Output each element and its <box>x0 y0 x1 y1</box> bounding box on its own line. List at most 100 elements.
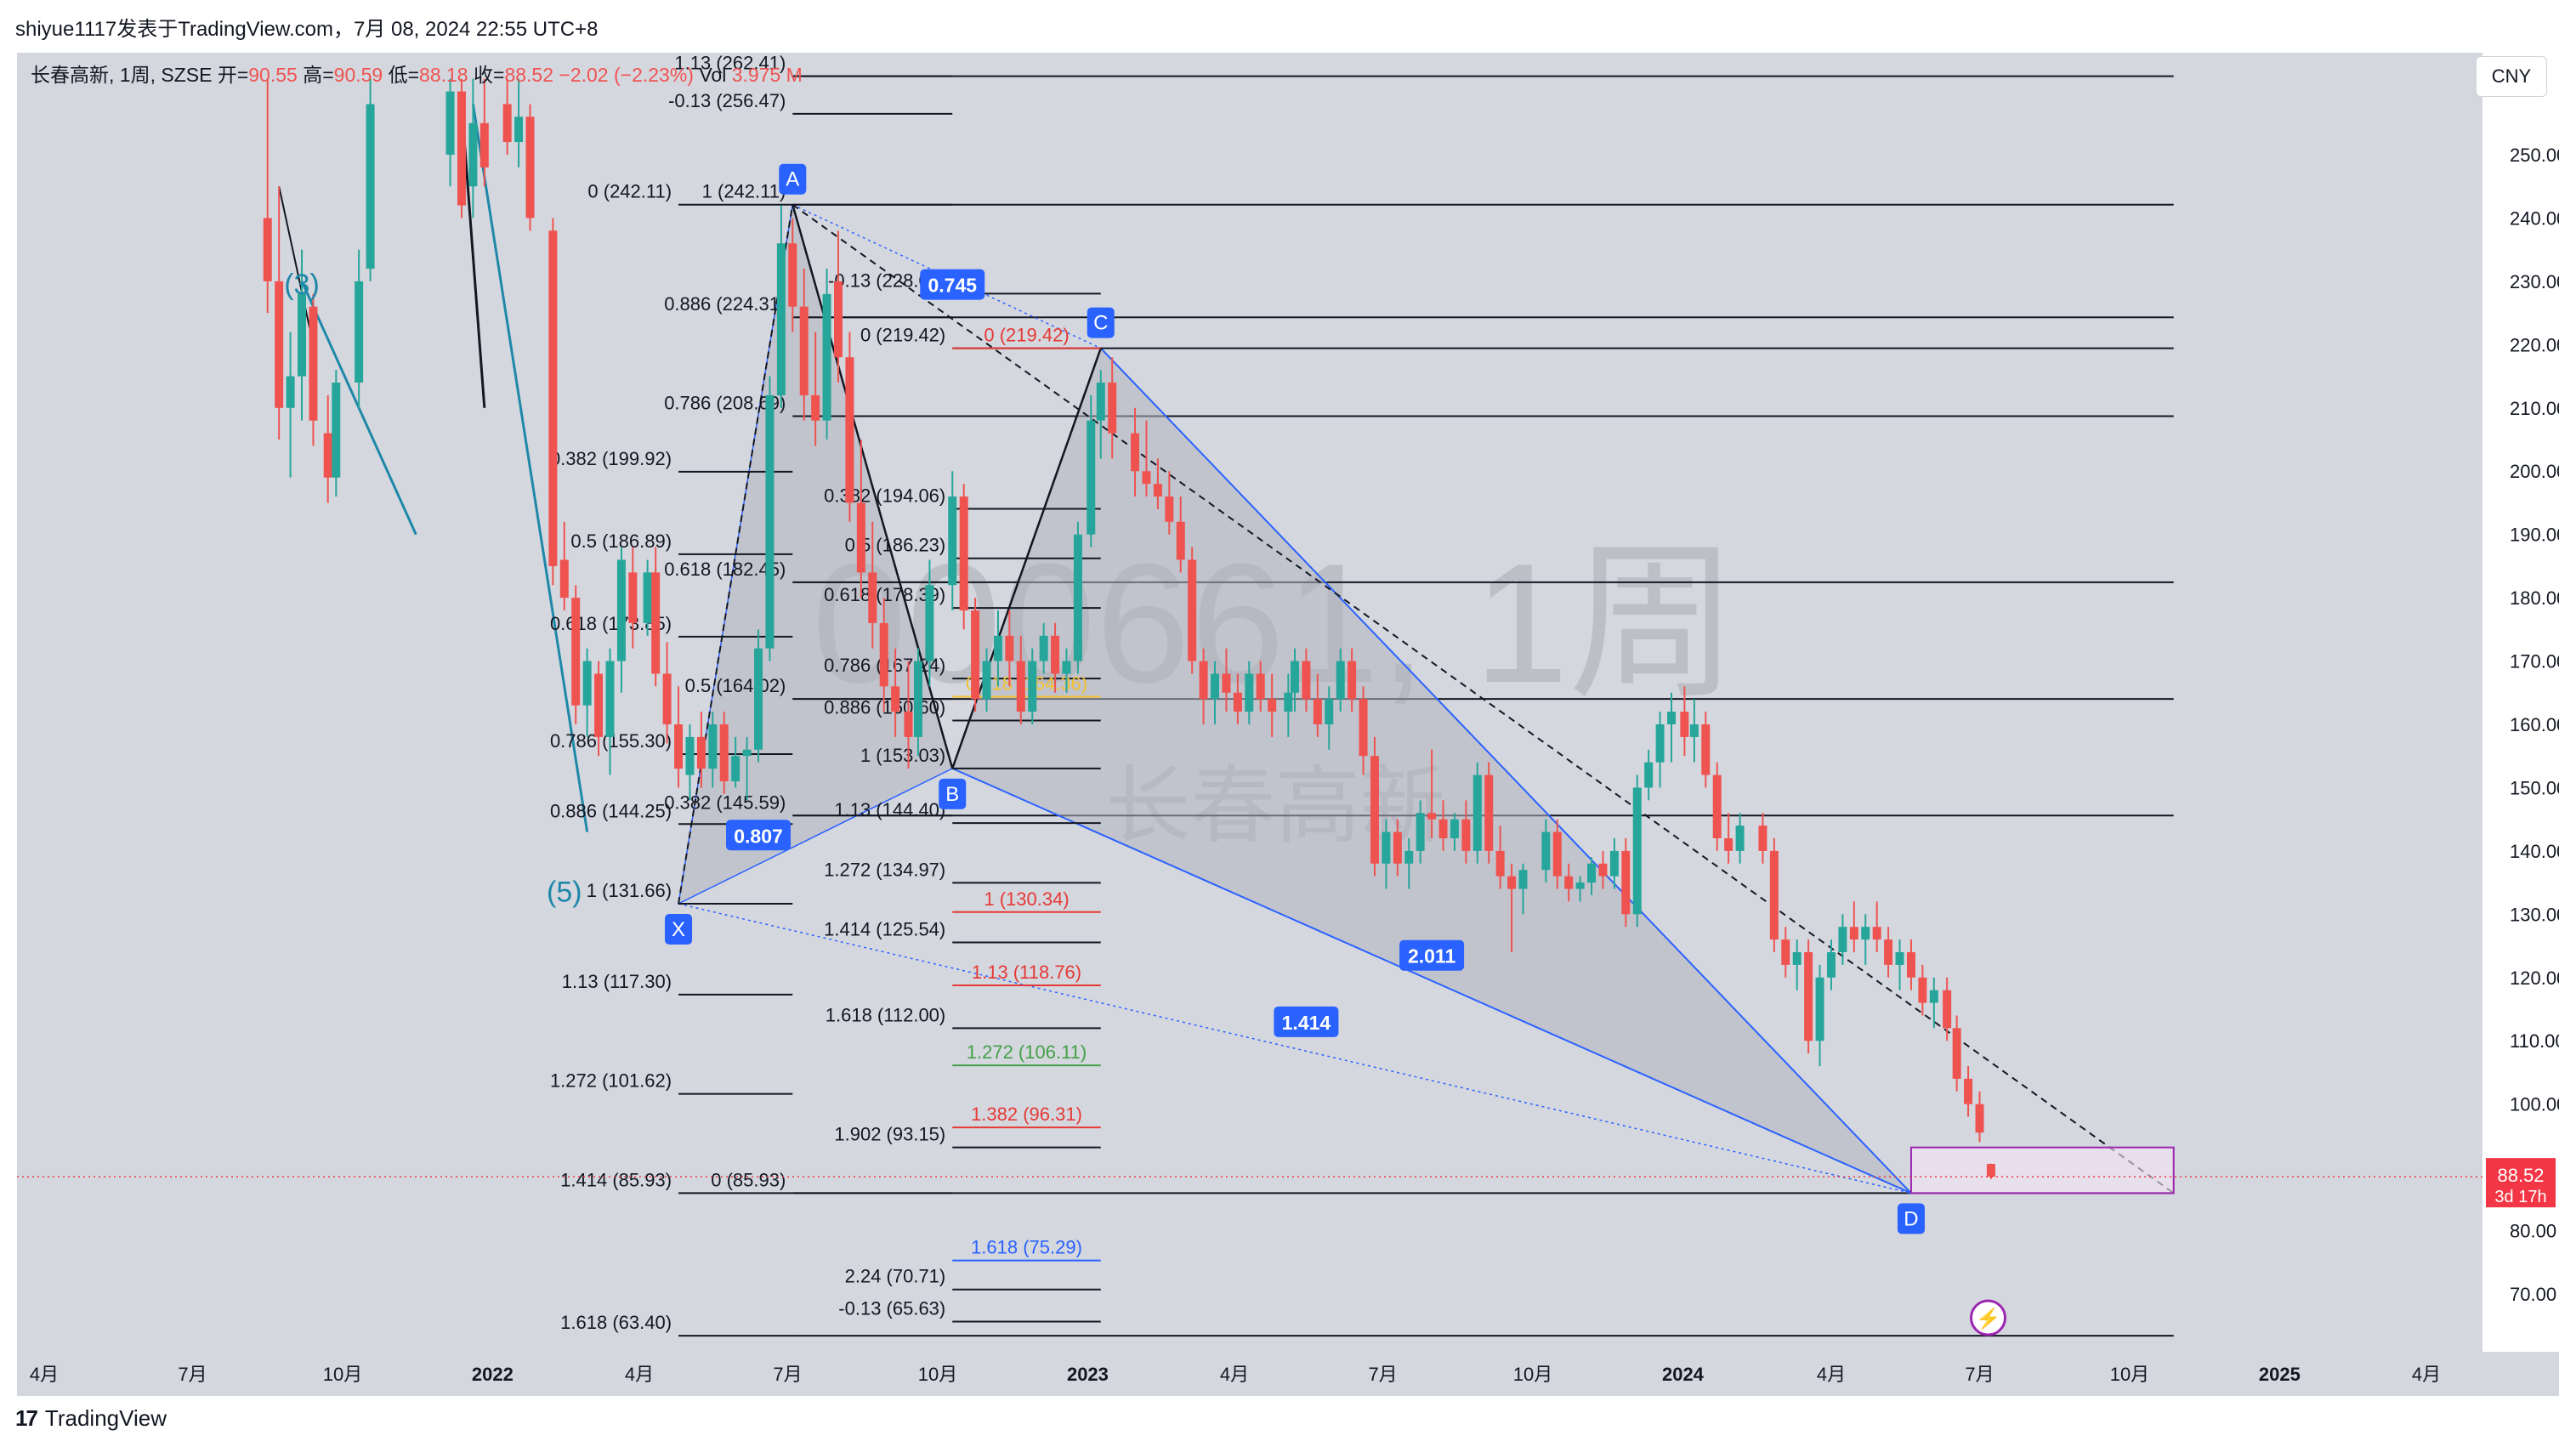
candle-body <box>1005 635 1014 661</box>
candle-body <box>1291 661 1300 693</box>
ratio-badge-bg <box>1399 939 1465 971</box>
candle-body <box>628 572 638 623</box>
price-tick-label: 190.00 <box>2510 525 2559 546</box>
candle-body <box>674 724 684 769</box>
candle-body <box>1450 819 1459 838</box>
xd-ratio-line <box>678 903 1912 1194</box>
candle-body <box>1073 534 1082 661</box>
candle-body <box>1142 471 1151 485</box>
last-price-tag-bg <box>2486 1158 2556 1208</box>
time-axis[interactable]: 4月 7月 10月 2022 4月 7月 10月 2023 4月 7月 10月 2024 4月 7月 10月… <box>17 1352 2559 1396</box>
candle-body <box>1929 990 1938 1003</box>
candle-body <box>468 122 478 187</box>
candle-body <box>355 281 364 383</box>
candle-body <box>1986 1164 1995 1177</box>
candle-body <box>332 383 341 478</box>
time-tick-label: 2022 <box>472 1364 513 1385</box>
candle-body <box>731 756 740 781</box>
candle-body <box>1245 673 1254 712</box>
candle-body <box>993 635 1002 661</box>
fib-level-label: 0.886 (224.31) <box>664 293 786 315</box>
candle-body <box>696 736 706 769</box>
candle-body <box>1062 661 1071 674</box>
candle-body <box>1964 1078 1973 1104</box>
price-axis[interactable]: 70.00 80.00 100.00 110.00 120.00 130.00 140.00… <box>2482 53 2559 1396</box>
candle-body <box>1564 876 1574 889</box>
candle-body <box>1655 724 1665 763</box>
attribution-text: shiyue1117发表于TradingView.com，7月 08, 2024… <box>15 18 599 41</box>
candle-body <box>904 712 913 737</box>
candle-body <box>959 497 968 610</box>
candle-body <box>1587 863 1597 883</box>
time-tick-label: 10月 <box>1513 1364 1552 1385</box>
candle-body <box>1370 756 1379 864</box>
candle-body <box>1268 699 1277 712</box>
candle-body <box>1165 497 1174 522</box>
fib-level-label: 1.618 (75.29) <box>971 1237 1082 1258</box>
candle-body <box>982 661 991 700</box>
fib-level-label: 0 (219.42) <box>860 325 945 346</box>
price-chart[interactable]: 000661, 1周长春高新 0 (242.11)0.382 (199.92)0… <box>17 53 2559 1396</box>
price-tick-label: 70.00 <box>2510 1284 2556 1305</box>
candle-body <box>1609 850 1619 877</box>
currency-button[interactable]: CNY <box>2476 56 2547 97</box>
candle-body <box>1895 952 1904 965</box>
candle-body <box>1495 850 1505 877</box>
fib-level-label: 1 (153.03) <box>860 745 945 766</box>
time-tick-label: 2023 <box>1067 1364 1109 1385</box>
candle-body <box>1131 433 1140 472</box>
time-tick-label: 2024 <box>1662 1364 1705 1385</box>
fib-level-label: 1.618 (112.00) <box>826 1004 945 1025</box>
candle-body <box>913 661 922 737</box>
ab-leg <box>792 204 954 769</box>
price-tick-label: 140.00 <box>2510 841 2559 862</box>
lightning-icon[interactable] <box>1970 1299 2007 1336</box>
candle-body <box>1256 673 1265 700</box>
price-tick-label: 180.00 <box>2510 587 2559 609</box>
fib-level-label: 0.382 (199.92) <box>550 448 672 469</box>
price-tick-label: 130.00 <box>2510 904 2559 925</box>
candle-body <box>891 686 900 712</box>
candle-body <box>948 497 957 586</box>
time-tick-label: 4月 <box>30 1364 59 1385</box>
time-tick-label: 7月 <box>773 1364 802 1385</box>
fib-level-label: 0.786 (208.69) <box>664 393 786 414</box>
candle-body <box>1541 831 1551 871</box>
candle-body <box>445 91 455 155</box>
fib-level-label: 0.382 (194.06) <box>824 485 945 506</box>
candle-body <box>754 648 763 750</box>
candle-body <box>1233 692 1242 712</box>
candle-body <box>275 281 284 408</box>
candle-body <box>971 610 980 700</box>
candle-body <box>925 585 934 661</box>
time-tick-label: 4月 <box>1817 1364 1846 1385</box>
candle-body <box>719 724 729 781</box>
ratio-badge-bg <box>726 820 792 851</box>
fib-level-label: 0 (242.11) <box>587 181 672 202</box>
candle-body <box>811 394 820 421</box>
time-tick-label: 4月 <box>2412 1364 2441 1385</box>
candle-body <box>605 661 615 737</box>
price-tick-label: 110.00 <box>2510 1030 2559 1052</box>
point-label-a: A <box>786 168 799 191</box>
candle-body <box>263 218 272 281</box>
point-label-bg-c <box>1087 307 1115 338</box>
candle-body <box>1598 863 1608 877</box>
candle-body <box>1804 952 1813 1041</box>
candle-body <box>643 572 652 623</box>
candle-body <box>1918 977 1927 1003</box>
candle-body <box>1404 850 1414 864</box>
candle-body <box>1461 819 1471 851</box>
wave-line <box>471 104 589 832</box>
candle-body <box>502 104 512 143</box>
candle-body <box>1758 826 1767 851</box>
point-label-bg-x <box>665 913 693 945</box>
ratio-badge-bg <box>1274 1006 1339 1037</box>
fib-level-label: 1.382 (96.31) <box>971 1104 1082 1125</box>
candle-body <box>1792 952 1801 965</box>
candle-body <box>1416 813 1425 851</box>
fib-level-label: 1.902 (93.15) <box>834 1124 945 1145</box>
candle-body <box>1336 661 1345 700</box>
fib-level-label: 1.272 (101.62) <box>550 1070 672 1092</box>
time-tick-label: 10月 <box>2110 1364 2149 1385</box>
